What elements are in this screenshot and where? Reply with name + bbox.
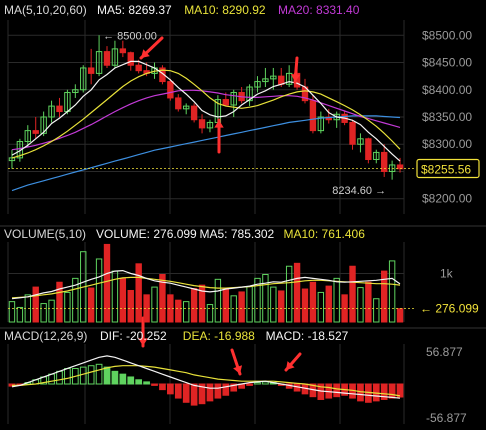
macd-histogram-bar [104,367,110,384]
volume-legend-ma10: MA10: 761.406 [284,227,366,241]
candle-body [168,82,173,98]
volume-bar [326,286,331,322]
macd-histogram-bar [183,384,189,402]
volume-bar [294,263,299,322]
volume-indicator-label: VOLUME(5,10) [4,227,86,241]
macd-histogram-bar [112,371,118,384]
macd-histogram-bar [128,377,134,384]
volume-bar [104,244,109,322]
volume-bar [310,282,315,322]
price-tick-label: $8300.00 [422,137,472,151]
candle-body [223,100,228,105]
candle-body [120,49,125,53]
macd-tick-label: -56.877 [426,411,467,425]
macd-histogram-bar [168,384,174,394]
price-legend-ma5: MA5: 8269.37 [97,3,172,17]
macd-histogram-bar [207,384,213,401]
volume-bar [120,278,125,322]
volume-legend-ma5: MA5: 785.302 [200,227,275,241]
price-tick-label: $8400.00 [422,83,472,97]
volume-last-label: ← 276.099 [420,302,479,316]
volume-bar [136,264,141,322]
candle-body [57,106,62,111]
volume-bar [279,291,284,322]
macd-histogram-bar [191,384,197,405]
price-tick-label: $8450.00 [422,56,472,70]
candle-body [310,101,315,131]
macd-tick-label: 56.877 [426,345,463,359]
macd-histogram-bar [247,384,253,385]
candle-body [366,139,371,160]
macd-legend-dea: DEA: -16.988 [183,329,255,343]
candle-body [199,120,204,128]
candle-body [128,53,133,66]
macd-legend-dif: DIF: -20.252 [100,329,167,343]
high-marker: ← 8500.00 [103,30,157,42]
candle-body [104,52,109,66]
price-legend-ma20: MA20: 8331.40 [278,3,360,17]
volume-tick-label: 1k [440,267,454,281]
volume-bar [223,288,228,322]
volume-bar [397,309,402,322]
price-legend-ma10: MA10: 8290.92 [184,3,266,17]
macd-histogram-bar [389,384,395,398]
macd-indicator-label: MACD(12,26,9) [4,329,87,343]
macd-histogram-bar [334,384,340,397]
candle-body [136,65,141,70]
volume-bar [33,287,38,322]
volume-bar [176,300,181,322]
low-marker: 8234.60 → [332,185,386,197]
candle-body [33,131,38,134]
volume-legend-volume: VOLUME: 276.099 [96,227,197,241]
candle-body [88,68,93,73]
last-price-label: $8255.56 [421,162,471,176]
macd-histogram-bar [223,384,229,395]
macd-histogram-bar [175,384,181,398]
macd-histogram-bar [215,384,221,398]
volume-bar [350,266,355,322]
macd-histogram-bar [160,384,166,390]
volume-bar [239,292,244,322]
price-tick-label: $8200.00 [422,192,472,206]
candle-body [191,106,196,120]
volume-bar [191,289,196,322]
candle-body [176,98,181,109]
volume-bar [128,290,133,322]
price-indicator-label: MA(5,10,20,60) [4,3,87,17]
volume-bar [88,288,93,322]
candle-body [350,122,355,144]
volume-bar [366,282,371,322]
macd-histogram-bar [152,384,158,385]
price-tick-label: $8500.00 [422,28,472,42]
price-tick-label: $8350.00 [422,110,472,124]
macd-legend-macd: MACD: -18.527 [266,329,349,343]
macd-histogram-bar [120,374,126,384]
macd-histogram-bar [144,382,150,384]
macd-histogram-bar [136,380,142,384]
volume-bar [302,289,307,322]
